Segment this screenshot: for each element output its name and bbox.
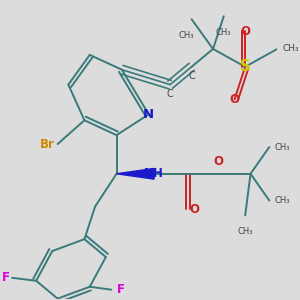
Text: C: C — [167, 88, 173, 98]
Text: O: O — [240, 25, 250, 38]
Text: NH: NH — [144, 167, 164, 180]
Text: S: S — [240, 59, 250, 74]
Text: O: O — [230, 93, 239, 106]
Text: CH₃: CH₃ — [178, 31, 194, 40]
Text: F: F — [2, 271, 9, 284]
Text: CH₃: CH₃ — [237, 227, 253, 236]
Text: Br: Br — [40, 138, 55, 151]
Text: CH₃: CH₃ — [275, 142, 290, 152]
Text: C: C — [188, 71, 195, 81]
Text: N: N — [143, 108, 154, 121]
Text: F: F — [117, 283, 124, 296]
Text: O: O — [189, 203, 199, 216]
Text: CH₃: CH₃ — [216, 28, 232, 37]
Text: CH₃: CH₃ — [275, 196, 290, 205]
Text: CH₃: CH₃ — [283, 44, 299, 53]
Text: O: O — [213, 155, 224, 168]
Polygon shape — [117, 168, 154, 179]
